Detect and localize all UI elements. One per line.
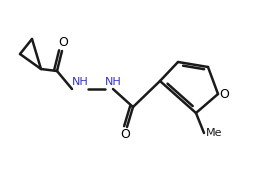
Text: O: O	[120, 129, 130, 142]
Text: O: O	[219, 88, 229, 101]
Text: NH: NH	[105, 77, 121, 87]
Text: NH: NH	[72, 77, 88, 87]
Text: Me: Me	[206, 128, 222, 138]
Text: O: O	[58, 36, 68, 50]
